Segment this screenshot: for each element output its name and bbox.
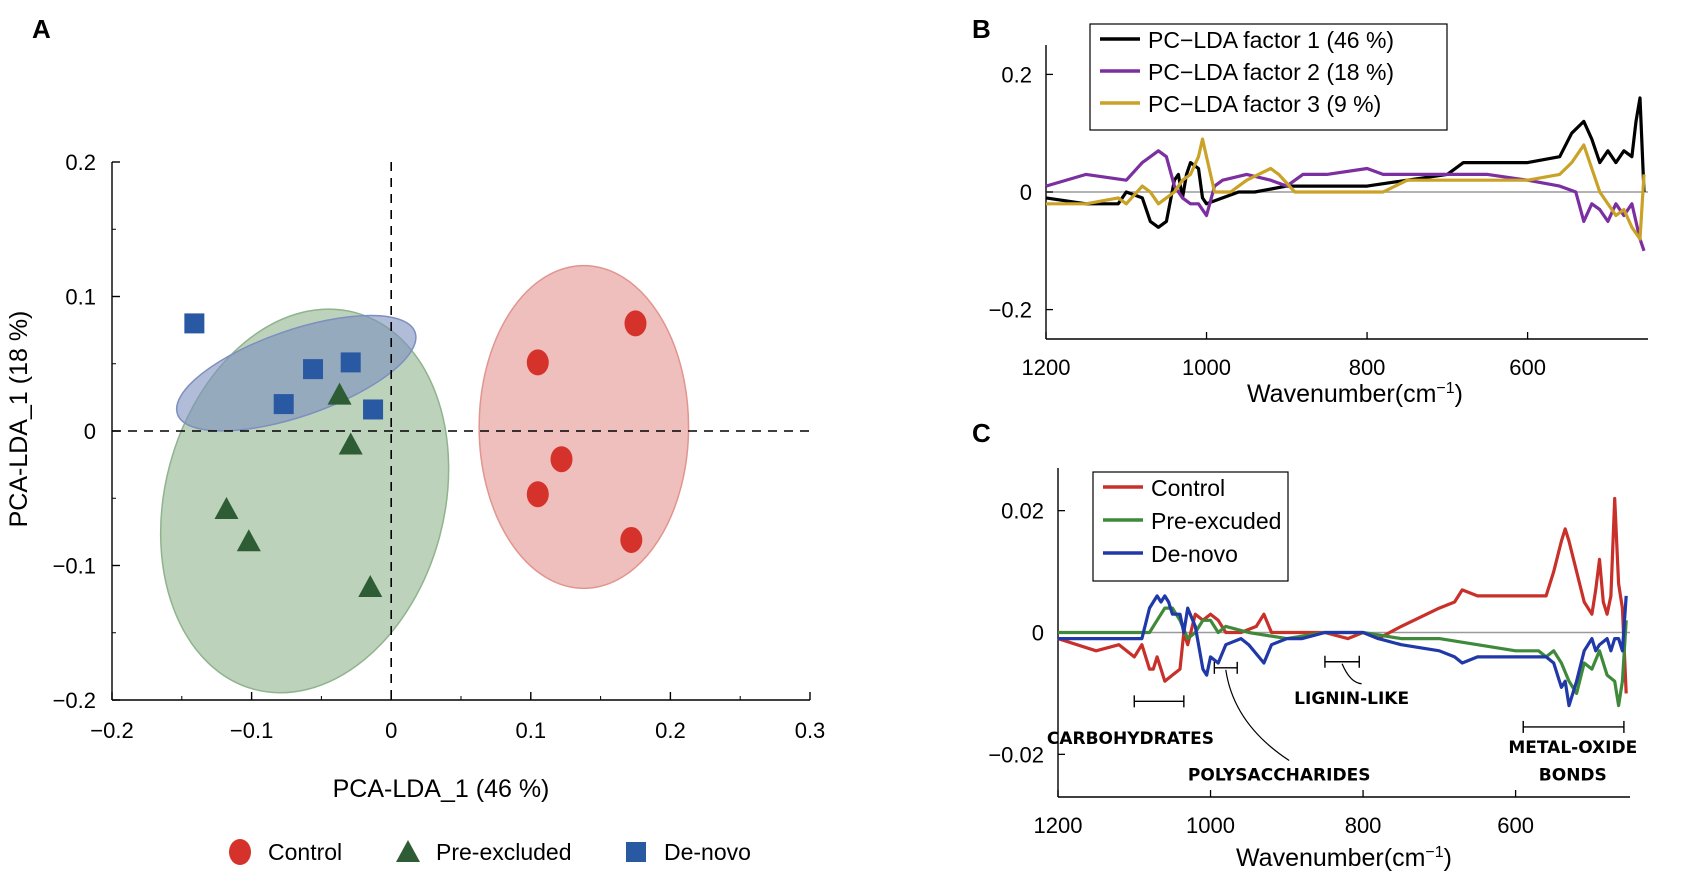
scatter-points (184, 310, 647, 598)
y-tick-label: 0.1 (65, 285, 96, 310)
x-tick-label: 1200 (1034, 813, 1083, 838)
y-tick-label: 0 (84, 419, 96, 444)
legend-label-pc-lda-factor-1-46: PC−LDA factor 1 (46 %) (1148, 27, 1394, 53)
x-tick-label: 800 (1345, 813, 1382, 838)
x-axis-title: Wavenumber(cm−1) (1247, 380, 1463, 408)
point-control (526, 481, 549, 508)
legend: Control Pre-excluded De-novo (229, 839, 751, 865)
point-de-novo (273, 394, 294, 415)
y-tick-label: 0.2 (1001, 62, 1032, 87)
x-tick-label: −0.2 (90, 718, 133, 743)
x-tick-label: −0.1 (230, 718, 273, 743)
series-line-pc-lda-factor-3-9 (1046, 137, 1646, 241)
y-tick-label: 0.2 (65, 150, 96, 175)
legend-label-control: Control (268, 839, 342, 865)
legend-label-pc-lda-factor-2-18: PC−LDA factor 2 (18 %) (1148, 59, 1394, 85)
point-pre-excluded (338, 432, 363, 455)
x-tick-label: 600 (1497, 813, 1534, 838)
legend-label-de-novo: De-novo (1151, 541, 1238, 567)
x-tick-label: 1200 (1022, 355, 1071, 380)
ellipse-de-novo (175, 314, 417, 432)
y-tick-label: −0.02 (988, 742, 1044, 767)
legend-marker-de-novo (626, 842, 646, 862)
series-line-pc-lda-factor-2-18 (1045, 149, 1646, 252)
axis-ticks: −0.2 −0.1 0 0.1 0.2 0.3 −0.2 −0.1 0 0.1 0.2 (53, 150, 826, 743)
x-tick-label: 0.2 (655, 718, 686, 743)
panel-b-loadings: 1200 1000 800 600 0.2 0 −0.2 PC−LDA factor 1 (4… (989, 23, 1648, 408)
annotation-polysaccharides: POLYSACCHARIDES (1188, 766, 1371, 786)
annotation-bonds: BONDS (1539, 766, 1607, 786)
annotation-carbohydrates: CARBOHYDRATES (1047, 729, 1214, 749)
annotation-lignin-like: LIGNIN-LIKE (1294, 689, 1409, 709)
x-axis-title-close: ) (1444, 844, 1452, 872)
cluster-ellipses (159, 264, 690, 694)
x-tick-label: 0.3 (795, 718, 826, 743)
x-axis-title: PCA-LDA_1 (46 %) (333, 775, 550, 803)
series-line-de-novo (1058, 594, 1628, 708)
point-control (550, 446, 573, 473)
annotation-leader (1225, 669, 1290, 762)
annotation-leader (1341, 663, 1362, 685)
point-de-novo (303, 359, 324, 380)
x-tick-label: 0.1 (516, 718, 547, 743)
y-tick-label: −0.2 (989, 298, 1032, 323)
ellipse-control (478, 264, 690, 590)
x-tick-label: 600 (1509, 355, 1546, 380)
legend-marker-control (229, 839, 251, 865)
legend-marker-pre-excluded (396, 840, 420, 862)
series-line-pc-lda-factor-1-46 (1045, 96, 1646, 229)
point-de-novo (363, 399, 384, 420)
x-tick-label: 0 (385, 718, 397, 743)
legend-label-pre-excuded: Pre-excuded (1151, 508, 1281, 534)
x-tick-label: 1000 (1182, 355, 1231, 380)
x-axis-title-close: ) (1455, 380, 1463, 408)
panel-c-spectra: 1200 1000 800 600 0.02 0 −0.02 Control Pre-excud… (988, 468, 1637, 872)
legend-box (1089, 23, 1448, 131)
legend-label-de-novo: De-novo (664, 839, 751, 865)
y-tick-label: −0.2 (53, 688, 96, 713)
legend-label-pre-excluded: Pre-excluded (436, 839, 572, 865)
y-tick-label: −0.1 (53, 554, 96, 579)
x-axis-title-sup: −1 (1425, 844, 1443, 861)
x-tick-label: 1000 (1186, 813, 1235, 838)
x-axis-title-sup: −1 (1436, 380, 1454, 397)
x-axis-title-text: Wavenumber(cm (1236, 844, 1425, 872)
panel-a-scatter: −0.2 −0.1 0 0.1 0.2 0.3 −0.2 −0.1 0 0.1 0.2 PCA-LD… (5, 150, 825, 865)
legend-box (1092, 471, 1289, 582)
y-tick-label: 0 (1032, 621, 1044, 646)
point-control (624, 310, 647, 337)
y-axis-title: PCA-LDA_1 (18 %) (5, 311, 33, 528)
point-control (526, 349, 549, 376)
annotation-metal-oxide: METAL-OXIDE (1508, 738, 1637, 758)
point-pre-excluded (358, 575, 383, 598)
point-de-novo (340, 352, 361, 373)
point-de-novo (184, 313, 205, 334)
y-tick-label: 0 (1020, 180, 1032, 205)
point-pre-excluded (327, 382, 352, 405)
x-axis-title: Wavenumber(cm−1) (1236, 844, 1452, 872)
panel-label-a: A (32, 14, 51, 44)
panel-label-c: C (972, 418, 991, 448)
point-pre-excluded (214, 497, 239, 520)
point-control (620, 526, 643, 553)
point-pre-excluded (236, 529, 261, 552)
x-axis-title-text: Wavenumber(cm (1247, 380, 1436, 408)
x-tick-label: 800 (1349, 355, 1386, 380)
panel-label-b: B (972, 14, 991, 44)
y-tick-label: 0.02 (1001, 499, 1044, 524)
legend-label-pc-lda-factor-3-9: PC−LDA factor 3 (9 %) (1148, 91, 1381, 117)
legend-label-control: Control (1151, 475, 1225, 501)
